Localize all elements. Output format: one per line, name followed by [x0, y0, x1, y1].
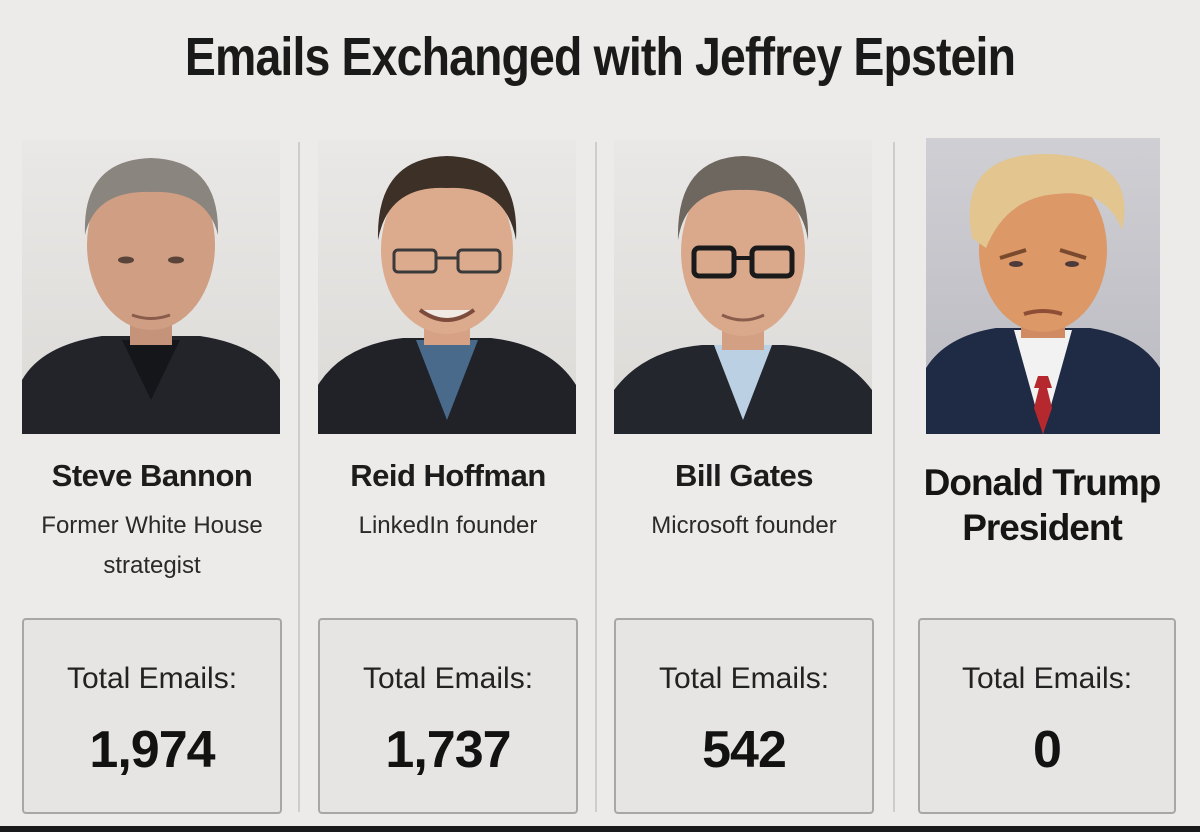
person-card-bannon: Steve Bannon Former White House strategi…: [22, 0, 282, 832]
email-count-box: Total Emails: 1,974: [22, 618, 282, 814]
person-card-hoffman: Reid Hoffman LinkedIn founder Total Emai…: [318, 0, 578, 832]
person-name: Donald Trump President: [908, 460, 1176, 550]
person-role: LinkedIn founder: [318, 506, 578, 546]
person-card-trump: Donald Trump President Total Emails: 0: [908, 0, 1176, 832]
portrait-photo: [614, 140, 872, 434]
person-role: Former White House strategist: [22, 506, 282, 586]
total-label: Total Emails:: [658, 662, 830, 695]
total-label: Total Emails:: [961, 662, 1133, 695]
name-line: Donald Trump: [923, 462, 1162, 503]
total-value: 542: [702, 721, 787, 779]
portrait-photo: [926, 138, 1160, 434]
person-name: Bill Gates: [675, 458, 814, 493]
person-name: Reid Hoffman: [350, 458, 546, 493]
total-value: 0: [1033, 721, 1062, 779]
total-value: 1,974: [89, 721, 215, 779]
column-divider: [595, 142, 597, 812]
bottom-border: [0, 826, 1200, 832]
person-name: Steve Bannon: [51, 458, 253, 493]
portrait-photo: [318, 140, 576, 434]
email-count-box: Total Emails: 0: [918, 618, 1176, 814]
role-line: Microsoft founder: [651, 512, 837, 539]
email-count-box: Total Emails: 1,737: [318, 618, 578, 814]
role-line: strategist: [103, 552, 201, 579]
role-line: LinkedIn founder: [358, 512, 538, 539]
page-title: Emails Exchanged with Jeffrey Epstein: [184, 27, 1016, 87]
person-card-gates: Bill Gates Microsoft founder Total Email…: [614, 0, 874, 832]
person-role: Microsoft founder: [614, 506, 874, 546]
column-divider: [298, 142, 300, 812]
email-count-box: Total Emails: 542: [614, 618, 874, 814]
column-divider: [893, 142, 895, 812]
total-label: Total Emails:: [66, 662, 238, 695]
total-value: 1,737: [385, 721, 511, 779]
portrait-photo: [22, 140, 280, 434]
role-line: Former White House: [41, 512, 263, 539]
name-line: President: [962, 507, 1123, 548]
total-label: Total Emails:: [362, 662, 534, 695]
